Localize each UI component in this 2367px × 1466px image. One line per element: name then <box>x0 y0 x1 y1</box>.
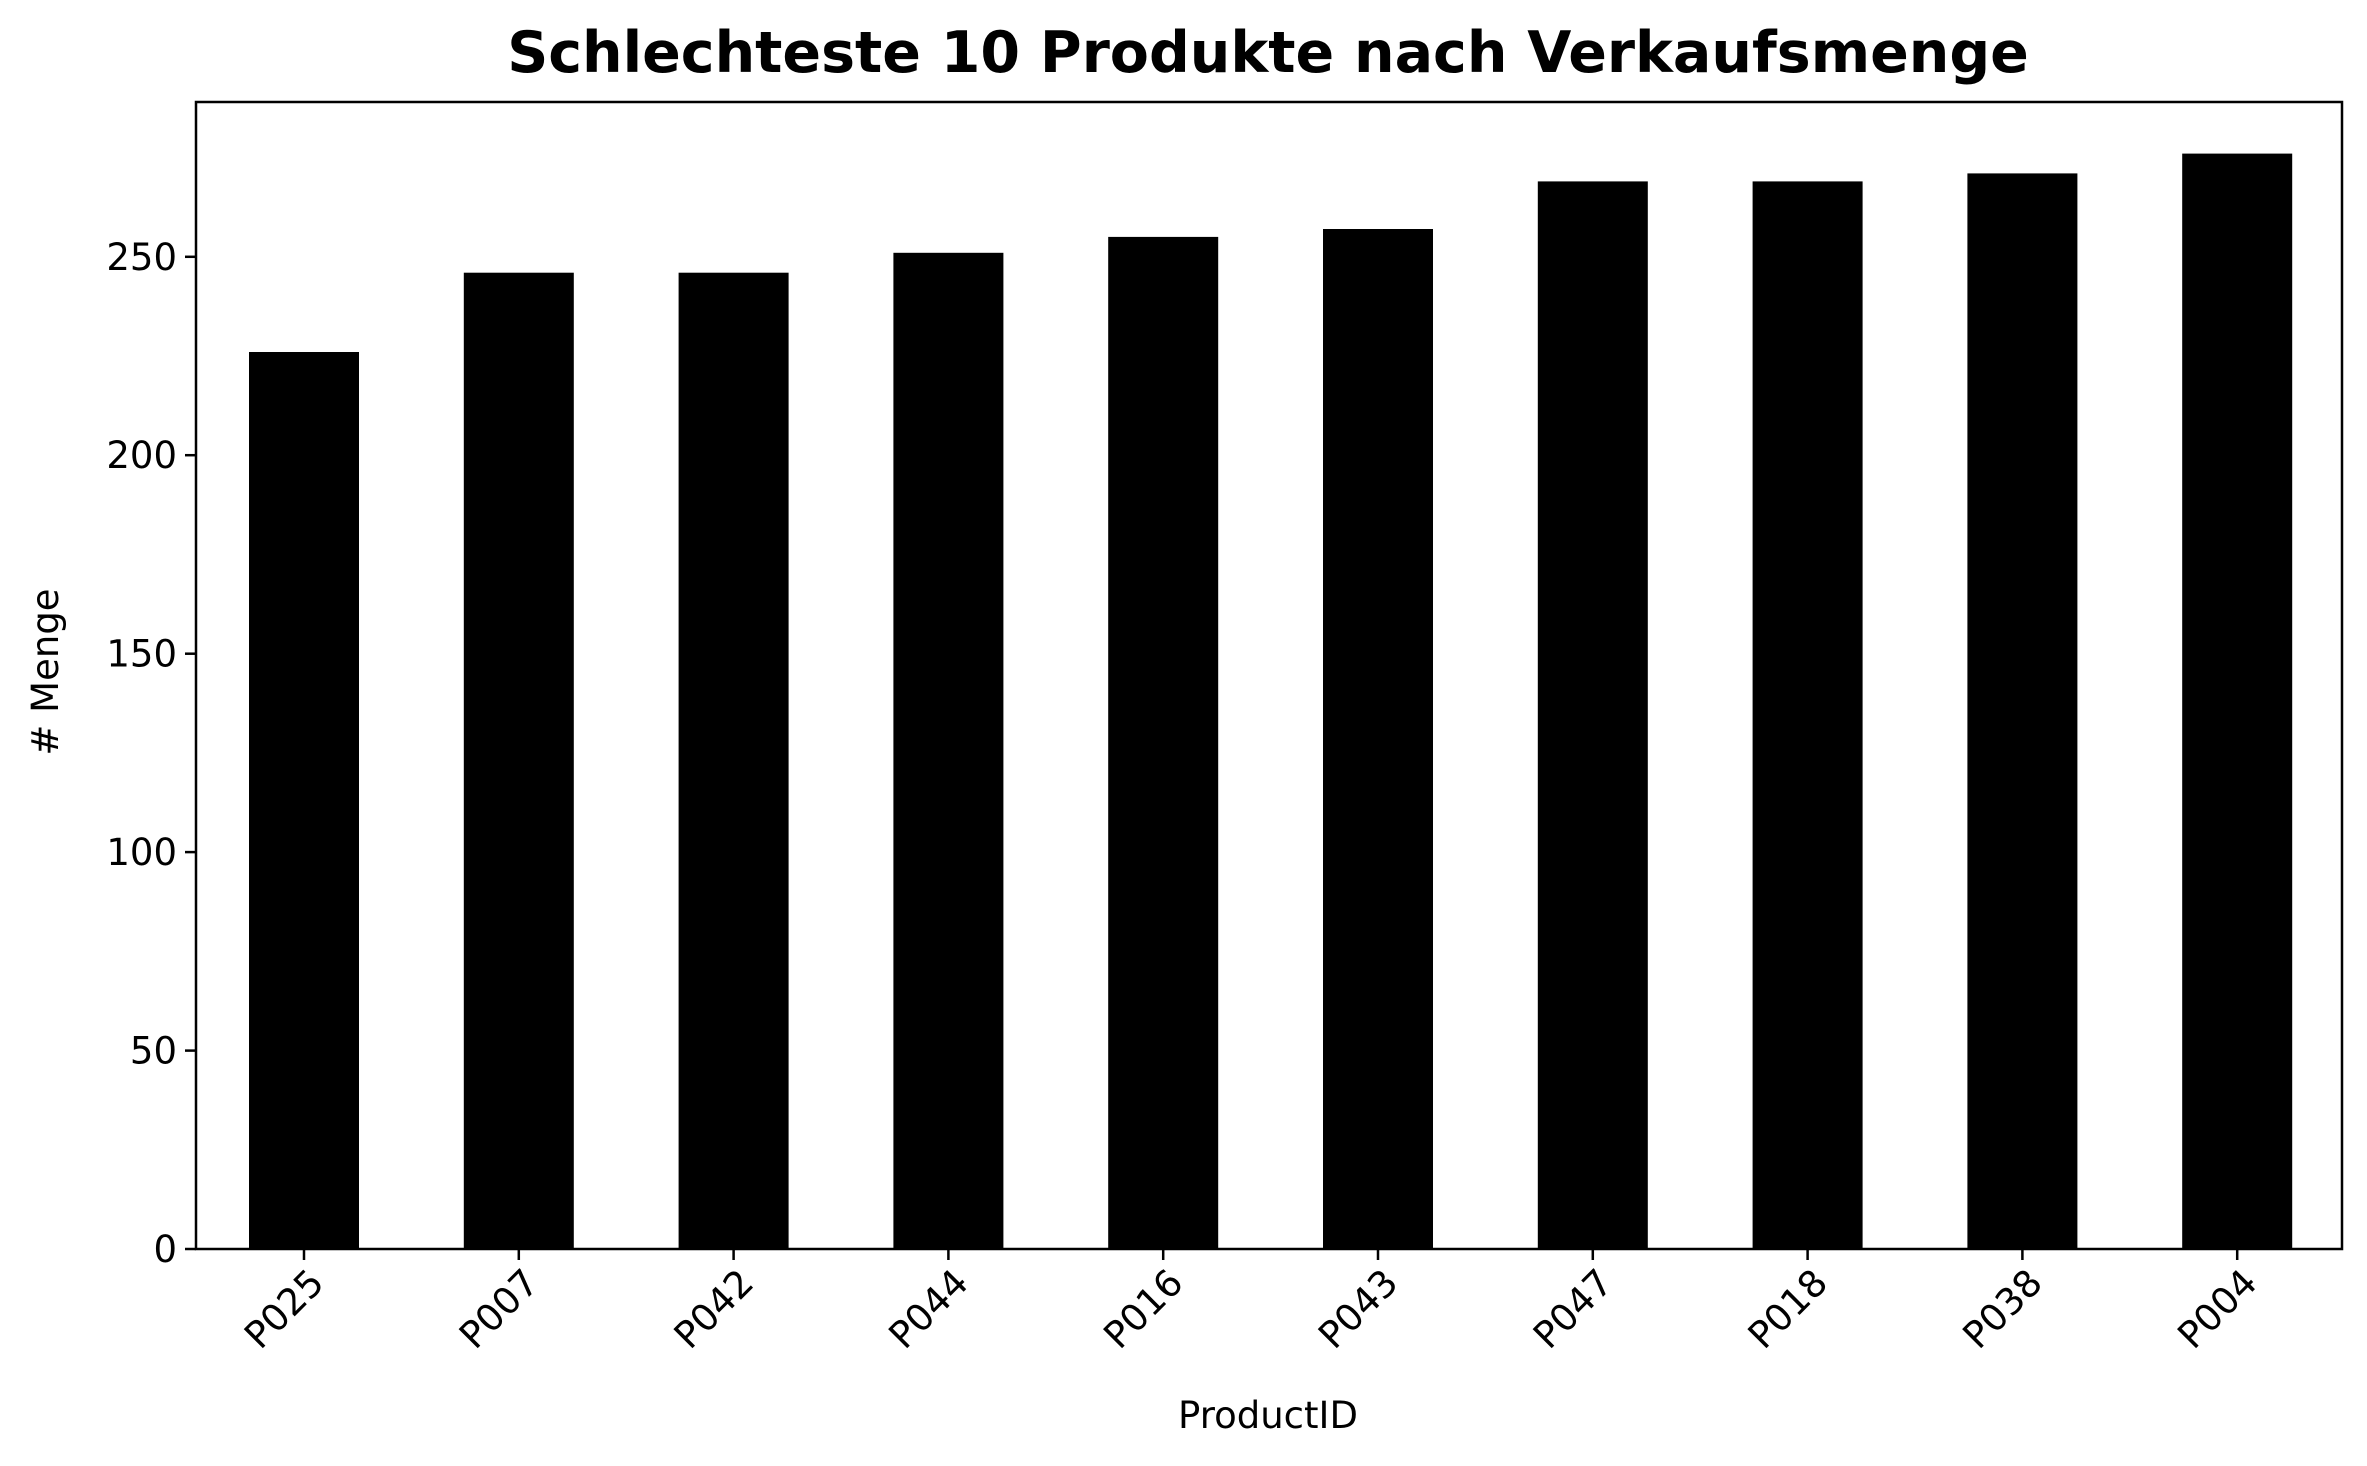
bar-p016 <box>1108 236 1219 1249</box>
y-tick-label: 250 <box>106 236 177 279</box>
bar-p018 <box>1752 181 1863 1249</box>
plot-frame <box>194 100 2344 1251</box>
bar-p004 <box>2182 153 2293 1250</box>
y-tick-label: 0 <box>153 1228 177 1271</box>
chart-title: Schlechteste 10 Produkte nach Verkaufsme… <box>507 20 2029 86</box>
y-axis-label: # Menge <box>24 588 67 755</box>
bar-p038 <box>1967 173 2078 1249</box>
bar-p025 <box>249 352 359 1249</box>
bar-p047 <box>1537 181 1648 1249</box>
bar-p043 <box>1323 229 1433 1249</box>
y-axis-ticks: 0 50 100 150 200 250 <box>106 236 196 1271</box>
bar-p042 <box>678 272 789 1249</box>
x-axis-label: ProductID <box>1178 1394 1358 1437</box>
bar-p007 <box>463 272 574 1249</box>
y-tick-label: 200 <box>106 434 177 477</box>
bar-p044 <box>893 252 1004 1250</box>
y-tick-label: 100 <box>106 831 177 874</box>
y-tick-label: 150 <box>106 633 177 676</box>
bars-layer <box>249 153 2293 1250</box>
y-tick-label: 50 <box>130 1030 177 1073</box>
